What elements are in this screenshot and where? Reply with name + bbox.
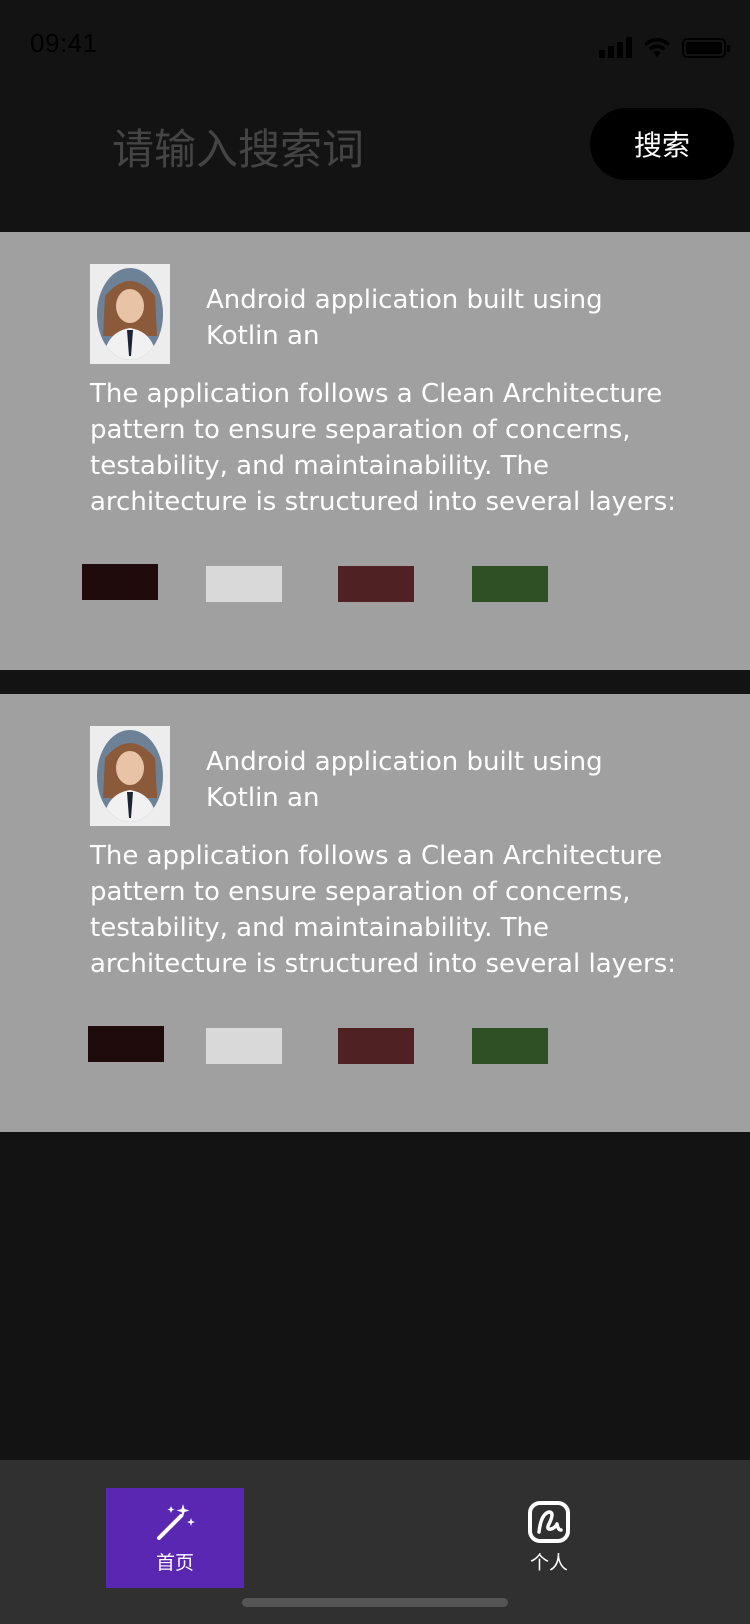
color-swatch	[88, 1026, 164, 1062]
status-bar: 09:41	[0, 0, 750, 92]
magic-wand-icon	[157, 1504, 195, 1540]
nav-item-profile[interactable]: 个人	[480, 1488, 618, 1588]
color-swatch	[206, 566, 282, 602]
color-swatch	[472, 566, 548, 602]
avatar-image	[97, 730, 163, 822]
color-swatch	[206, 1028, 282, 1064]
card-title: Android application built using Kotlin a…	[206, 285, 603, 351]
avatar	[90, 726, 170, 826]
color-swatch	[472, 1028, 548, 1064]
color-swatch	[82, 564, 158, 600]
card-description: The application follows a Clean Architec…	[90, 841, 677, 979]
status-icons	[599, 34, 730, 58]
content-card[interactable]: Android application built using Kotlin a…	[0, 694, 750, 1132]
search-bar: 搜索	[0, 92, 750, 232]
nav-item-home[interactable]: 首页	[106, 1488, 244, 1588]
cellular-signal-icon	[599, 36, 632, 58]
search-button[interactable]: 搜索	[590, 108, 734, 180]
nav-label-home: 首页	[155, 1552, 194, 1574]
status-time: 09:41	[30, 28, 98, 58]
color-swatch	[338, 1028, 414, 1064]
home-indicator	[242, 1598, 508, 1607]
avatar-image	[97, 268, 163, 360]
battery-icon	[682, 38, 730, 58]
search-input[interactable]	[112, 114, 552, 184]
card-description: The application follows a Clean Architec…	[90, 379, 677, 517]
nav-label-profile: 个人	[529, 1552, 568, 1574]
avatar	[90, 264, 170, 364]
bottom-nav: 首页 个人	[0, 1460, 750, 1624]
content-card[interactable]: Android application built using Kotlin a…	[0, 232, 750, 670]
card-title: Android application built using Kotlin a…	[206, 747, 603, 813]
wifi-icon	[644, 37, 670, 57]
signature-icon	[528, 1501, 570, 1543]
color-swatch	[338, 566, 414, 602]
